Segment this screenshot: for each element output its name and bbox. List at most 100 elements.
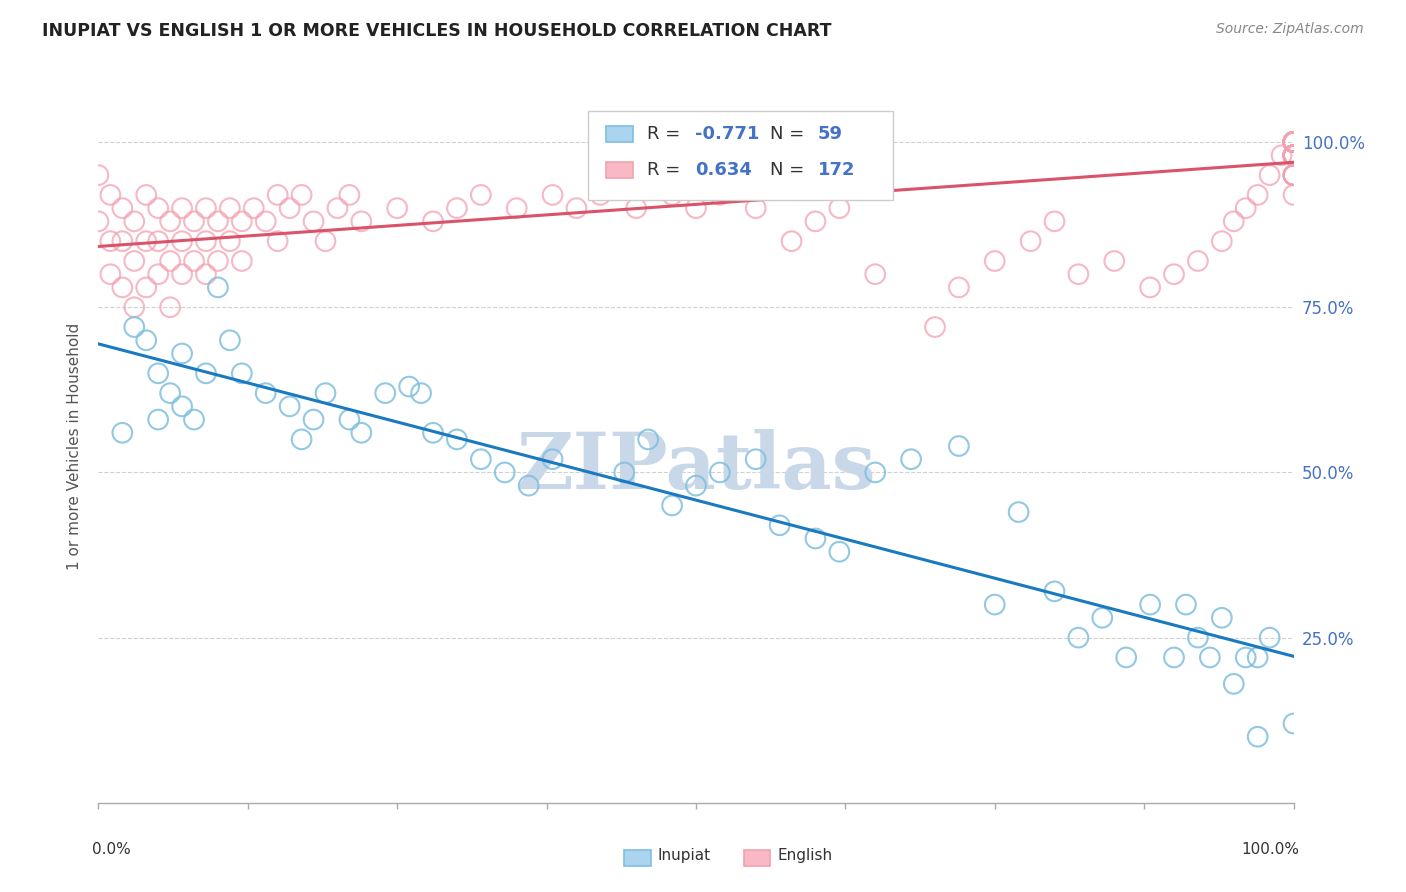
- Point: [1282, 148, 1305, 162]
- Point: [385, 201, 409, 215]
- Point: [768, 518, 790, 533]
- Point: [1175, 598, 1198, 612]
- Point: [626, 201, 648, 215]
- Point: [828, 545, 851, 559]
- Point: [1139, 280, 1161, 294]
- Point: [828, 201, 851, 215]
- Point: [124, 320, 146, 334]
- Point: [278, 201, 301, 215]
- Point: [1043, 584, 1066, 599]
- Point: [1282, 148, 1305, 162]
- Point: [661, 499, 683, 513]
- Point: [1282, 135, 1305, 149]
- Point: [1282, 148, 1305, 162]
- Point: [1282, 148, 1305, 162]
- Point: [1282, 148, 1305, 162]
- Point: [124, 214, 146, 228]
- Point: [1067, 267, 1090, 281]
- Point: [195, 367, 218, 381]
- Point: [1282, 148, 1305, 162]
- Point: [1187, 254, 1209, 268]
- Text: 59: 59: [818, 125, 842, 143]
- Point: [984, 254, 1007, 268]
- Point: [172, 400, 194, 414]
- Point: [195, 267, 218, 281]
- Point: [183, 214, 205, 228]
- Point: [1282, 135, 1305, 149]
- Point: [183, 254, 205, 268]
- FancyBboxPatch shape: [624, 850, 651, 865]
- Point: [124, 300, 146, 314]
- Point: [315, 234, 337, 248]
- Point: [1282, 135, 1305, 149]
- Y-axis label: 1 or more Vehicles in Household: 1 or more Vehicles in Household: [67, 322, 83, 570]
- Point: [111, 280, 134, 294]
- Text: N =: N =: [770, 161, 810, 178]
- Point: [685, 201, 707, 215]
- Point: [1163, 650, 1185, 665]
- Point: [865, 466, 887, 480]
- Point: [1282, 168, 1305, 182]
- Point: [267, 234, 290, 248]
- Point: [1282, 135, 1305, 149]
- Point: [1282, 148, 1305, 162]
- Point: [948, 439, 970, 453]
- Point: [1282, 135, 1305, 149]
- Point: [1282, 148, 1305, 162]
- Point: [159, 254, 181, 268]
- Point: [302, 214, 325, 228]
- Point: [685, 478, 707, 492]
- Point: [446, 433, 468, 447]
- Text: R =: R =: [647, 125, 686, 143]
- Point: [745, 201, 768, 215]
- Text: N =: N =: [770, 125, 810, 143]
- Point: [219, 234, 242, 248]
- Point: [1282, 135, 1305, 149]
- Point: [1282, 135, 1305, 149]
- Point: [219, 201, 242, 215]
- Point: [1282, 135, 1305, 149]
- Point: [339, 412, 361, 426]
- Point: [1211, 234, 1233, 248]
- Point: [219, 333, 242, 347]
- Point: [1282, 148, 1305, 162]
- Point: [1282, 135, 1305, 149]
- Point: [1282, 716, 1305, 731]
- Point: [1282, 148, 1305, 162]
- Point: [1234, 650, 1257, 665]
- Point: [398, 379, 420, 393]
- Point: [1282, 135, 1305, 149]
- Point: [506, 201, 529, 215]
- Point: [565, 201, 588, 215]
- Point: [1282, 148, 1305, 162]
- Point: [1282, 135, 1305, 149]
- Point: [1282, 148, 1305, 162]
- Point: [1282, 148, 1305, 162]
- Text: 100.0%: 100.0%: [1241, 842, 1299, 857]
- Point: [1258, 168, 1281, 182]
- Point: [135, 280, 157, 294]
- Point: [780, 234, 803, 248]
- Point: [1282, 168, 1305, 182]
- Point: [148, 201, 170, 215]
- Point: [98, 267, 122, 281]
- Point: [350, 214, 373, 228]
- Point: [900, 452, 922, 467]
- Point: [1282, 148, 1305, 162]
- Point: [1247, 650, 1270, 665]
- Point: [1282, 148, 1305, 162]
- Point: [350, 425, 373, 440]
- Point: [1282, 168, 1305, 182]
- Text: 0.0%: 0.0%: [93, 842, 131, 857]
- Point: [159, 386, 181, 401]
- Point: [804, 532, 827, 546]
- Point: [1282, 148, 1305, 162]
- Point: [494, 466, 516, 480]
- Point: [207, 280, 229, 294]
- Point: [1282, 168, 1305, 182]
- Point: [278, 400, 301, 414]
- Point: [422, 425, 444, 440]
- Point: [183, 412, 205, 426]
- Point: [1067, 631, 1090, 645]
- Point: [1008, 505, 1031, 519]
